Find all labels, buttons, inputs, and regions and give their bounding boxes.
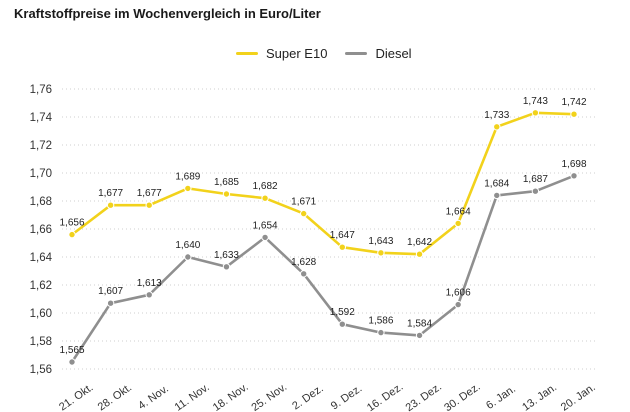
y-tick-label: 1,66 — [30, 224, 52, 236]
data-point — [338, 320, 347, 328]
data-point — [338, 243, 347, 251]
data-label: 1,592 — [330, 307, 355, 318]
data-point — [261, 194, 269, 202]
y-tick-label: 1,64 — [30, 252, 53, 264]
data-point — [184, 184, 192, 193]
data-point — [106, 201, 115, 209]
data-label: 1,698 — [561, 159, 586, 170]
data-label: 1,565 — [59, 345, 84, 356]
data-label: 1,682 — [253, 181, 278, 192]
data-point — [299, 270, 308, 278]
data-label: 1,647 — [330, 230, 355, 241]
y-tick-label: 1,76 — [30, 84, 52, 96]
y-tick-label: 1,68 — [30, 196, 52, 208]
legend-item-super-e10: Super E10 — [236, 46, 327, 61]
x-tick-label: 18. Nov. — [211, 381, 251, 412]
data-point — [261, 233, 269, 242]
data-point — [415, 331, 424, 340]
y-tick-label: 1,58 — [30, 336, 52, 348]
x-tick-label: 6. Jan. — [484, 383, 518, 412]
series-line-diesel — [70, 174, 576, 364]
legend-swatch-diesel — [345, 52, 368, 55]
data-label: 1,689 — [175, 171, 200, 182]
data-point — [493, 191, 501, 200]
data-label: 1,677 — [137, 188, 162, 199]
data-label: 1,677 — [98, 188, 123, 199]
data-point — [454, 219, 462, 228]
data-label: 1,687 — [523, 174, 548, 185]
data-point — [222, 190, 231, 198]
x-tick-label: 20. Jan. — [559, 381, 598, 412]
legend-item-diesel: Diesel — [345, 46, 412, 61]
data-label: 1,613 — [137, 278, 162, 289]
data-label: 1,628 — [291, 257, 316, 268]
data-label: 1,586 — [368, 316, 393, 327]
x-tick-label: 9. Dez. — [329, 383, 364, 412]
data-label: 1,743 — [523, 96, 548, 107]
x-tick-label: 16. Dez. — [365, 381, 405, 412]
data-point — [377, 249, 385, 257]
x-tick-label: 4. Nov. — [136, 383, 171, 412]
x-tick-label: 2. Dez. — [290, 383, 325, 412]
data-label: 1,685 — [214, 177, 239, 188]
data-point — [531, 187, 540, 195]
data-point — [415, 250, 424, 258]
data-label: 1,742 — [561, 97, 586, 108]
legend: Super E10 Diesel — [236, 46, 412, 61]
series-line-super-e10 — [70, 111, 576, 256]
y-tick-label: 1,72 — [30, 140, 52, 152]
data-label: 1,664 — [446, 206, 471, 217]
data-point — [68, 358, 76, 366]
data-point — [145, 201, 153, 209]
data-label: 1,671 — [291, 197, 316, 208]
data-label: 1,642 — [407, 237, 432, 248]
x-tick-label: 13. Jan. — [520, 381, 559, 412]
data-label: 1,643 — [368, 236, 393, 247]
data-point — [145, 291, 153, 299]
data-label: 1,640 — [175, 240, 200, 251]
legend-label-super-e10: Super E10 — [266, 46, 328, 61]
data-label: 1,633 — [214, 250, 239, 261]
legend-label-diesel: Diesel — [375, 46, 412, 61]
y-tick-label: 1,74 — [30, 112, 53, 124]
data-point — [570, 110, 578, 118]
data-label: 1,654 — [253, 220, 278, 231]
data-point — [68, 230, 76, 239]
data-point — [222, 263, 231, 271]
data-label: 1,584 — [407, 318, 432, 329]
y-tick-label: 1,60 — [30, 308, 52, 320]
x-tick-label: 23. Dez. — [404, 381, 444, 412]
x-tick-label: 28. Okt. — [96, 382, 134, 412]
data-point — [184, 253, 192, 261]
data-point — [531, 109, 540, 117]
chart-title: Kraftstoffpreise im Wochenvergleich in E… — [14, 6, 321, 21]
x-tick-label: 11. Nov. — [173, 381, 212, 412]
x-tick-label: 30. Dez. — [442, 381, 482, 412]
data-label: 1,656 — [59, 218, 84, 229]
data-point — [570, 172, 578, 180]
data-label: 1,607 — [98, 286, 123, 297]
data-point — [454, 300, 462, 309]
data-point — [299, 209, 308, 218]
y-tick-label: 1,62 — [30, 280, 52, 292]
data-label: 1,684 — [484, 178, 509, 189]
data-label: 1,733 — [484, 110, 509, 121]
data-label: 1,606 — [446, 288, 471, 299]
data-point — [377, 328, 385, 337]
data-point — [106, 299, 115, 307]
x-tick-label: 21. Okt. — [57, 382, 95, 412]
x-tick-label: 25. Nov. — [249, 381, 289, 412]
y-tick-label: 1,56 — [30, 364, 52, 376]
y-tick-label: 1,70 — [30, 168, 52, 180]
legend-swatch-super-e10 — [236, 52, 258, 55]
data-point — [493, 123, 501, 131]
